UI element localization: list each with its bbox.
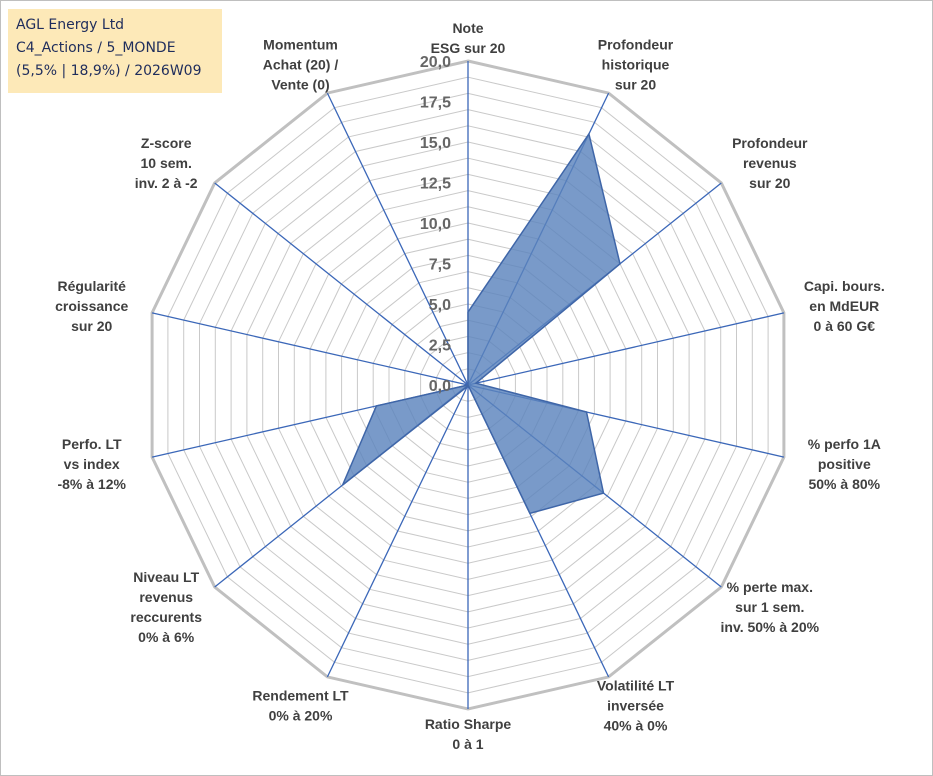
- tick-label: 10,0: [420, 216, 451, 233]
- axis-label-line: ESG sur 20: [431, 40, 506, 56]
- axis-label-line: Achat (20) /: [263, 56, 339, 72]
- axis-label-line: Note: [452, 20, 483, 36]
- axis-label-line: inv. 50% à 20%: [721, 619, 820, 635]
- axis-spoke: [467, 312, 785, 386]
- tick-label: 15,0: [420, 135, 451, 152]
- axis-label-line: revenus: [139, 589, 193, 605]
- axis-label-line: 0 à 1: [452, 736, 483, 752]
- axis-label: Z-score 10 sem. inv. 2 à -2: [135, 135, 198, 191]
- tick-label: 20,0: [420, 54, 451, 71]
- axis-spoke: [326, 92, 469, 386]
- series-polygon: [341, 132, 621, 515]
- axis-label-line: croissance: [55, 298, 128, 314]
- axis-label-line: sur 1 sem.: [735, 599, 804, 615]
- axis-label: Momentum Achat (20) / Vente (0): [263, 36, 339, 92]
- axis-label: Niveau LT revenus reccurents 0% à 6%: [130, 569, 202, 645]
- axis-label-line: Rendement LT: [252, 688, 349, 704]
- axis-label-line: 0% à 6%: [138, 629, 195, 645]
- axis-label: Profondeur historique sur 20: [598, 36, 674, 92]
- axis-label-line: Profondeur: [732, 135, 808, 151]
- axis-label-line: 0% à 20%: [269, 708, 333, 724]
- axis-label-line: Vente (0): [271, 76, 329, 92]
- axis-label-line: sur 20: [749, 175, 790, 191]
- axis-label-line: revenus: [743, 155, 797, 171]
- axis-spoke: [326, 384, 469, 678]
- axis-label-line: -8% à 12%: [57, 476, 126, 492]
- axis-label-line: sur 20: [615, 76, 656, 92]
- axis-label: Profondeur revenus sur 20: [732, 135, 808, 191]
- axis-label-line: 40% à 0%: [604, 718, 668, 734]
- tick-label: 0,0: [429, 378, 451, 395]
- axis-label: % perfo 1A positive 50% à 80%: [808, 436, 881, 492]
- axis-label: % perte max. sur 1 sem. inv. 50% à 20%: [721, 579, 820, 635]
- axis-label: Volatilité LT inversée 40% à 0%: [597, 678, 675, 734]
- axis-label-line: 0 à 60 G€: [814, 318, 876, 334]
- axis-label: Note ESG sur 20: [431, 20, 506, 56]
- series-area: [341, 132, 621, 515]
- axis-labels: Note ESG sur 20 Profondeur historique sur 20…: [55, 20, 885, 752]
- axis-label-line: vs index: [64, 456, 120, 472]
- axis-label-line: positive: [818, 456, 871, 472]
- category-label: C4_Actions / 5_MONDE: [16, 40, 176, 56]
- tick-label: 5,0: [429, 297, 451, 314]
- axis-label-line: 10 sem.: [141, 155, 192, 171]
- axis-label-line: inv. 2 à -2: [135, 175, 198, 191]
- axis-label-line: Perfo. LT: [62, 436, 122, 452]
- axis-label-line: Niveau LT: [133, 569, 199, 585]
- axis-label-line: Profondeur: [598, 36, 674, 52]
- axis-label: Rendement LT 0% à 20%: [252, 688, 349, 724]
- axis-label-line: Ratio Sharpe: [425, 716, 512, 732]
- radial-tick-labels: 0,0 2,5 5,0 7,5 10,0 12,5 15,0 17,5 20,0: [420, 54, 451, 395]
- axis-label-line: inversée: [607, 698, 664, 714]
- axis-label-line: Capi. bours.: [804, 278, 885, 294]
- tick-label: 2,5: [429, 338, 451, 355]
- axis-label-line: Volatilité LT: [597, 678, 675, 694]
- tick-label: 7,5: [429, 257, 451, 274]
- axis-label: Ratio Sharpe 0 à 1: [425, 716, 512, 752]
- axis-spoke: [214, 182, 469, 386]
- axis-label-line: % perte max.: [727, 579, 813, 595]
- axis-label-line: sur 20: [71, 318, 112, 334]
- axis-label-line: Régularité: [57, 278, 126, 294]
- company-name: AGL Energy Ltd: [16, 17, 125, 33]
- axis-label-line: 50% à 80%: [808, 476, 880, 492]
- axis-spoke: [151, 312, 469, 386]
- axis-label: Capi. bours. en MdEUR 0 à 60 G€: [804, 278, 885, 334]
- axis-label: Perfo. LT vs index -8% à 12%: [57, 436, 126, 492]
- info-box: AGL Energy Ltd C4_Actions / 5_MONDE (5,5…: [8, 9, 222, 93]
- axis-label-line: historique: [602, 56, 670, 72]
- axis-label-line: Z-score: [141, 135, 192, 151]
- params-label: (5,5% | 18,9%) / 2026W09: [16, 63, 202, 79]
- axis-label-line: Momentum: [263, 36, 338, 52]
- axis-label: Régularité croissance sur 20: [55, 278, 128, 334]
- axis-label-line: % perfo 1A: [808, 436, 881, 452]
- tick-label: 17,5: [420, 95, 451, 112]
- axis-label-line: en MdEUR: [809, 298, 879, 314]
- tick-label: 12,5: [420, 176, 451, 193]
- axis-label-line: reccurents: [130, 609, 202, 625]
